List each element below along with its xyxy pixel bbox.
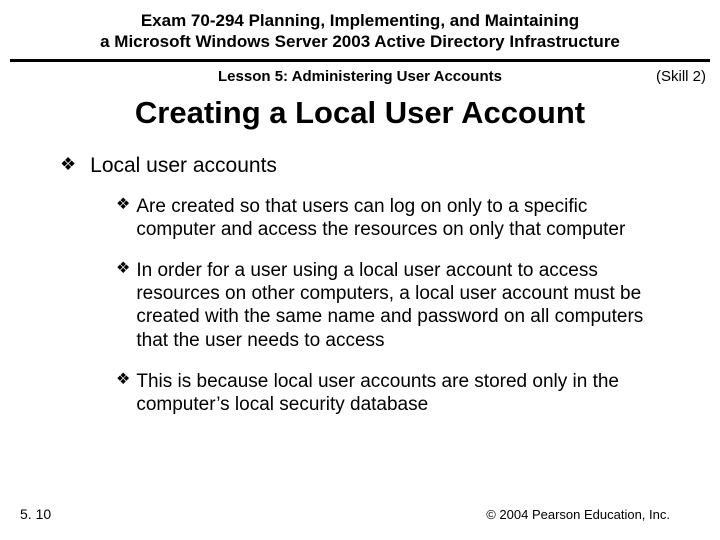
lesson-text: Lesson 5: Administering User Accounts [12,68,708,85]
page-number: 5. 10 [20,506,51,522]
bullet-level2: ❖ This is because local user accounts ar… [116,370,670,416]
bullet-level2: ❖ In order for a user using a local user… [116,259,670,352]
lesson-bar: Lesson 5: Administering User Accounts (S… [0,62,720,91]
bullet-level2: ❖ Are created so that users can log on o… [116,195,670,241]
content-area: ❖ Local user accounts ❖ Are created so t… [0,153,720,417]
diamond-icon: ❖ [116,259,130,280]
bullet-text: Are created so that users can log on onl… [136,195,670,241]
bullet-text: This is because local user accounts are … [136,370,670,416]
bullet-text: Local user accounts [90,153,277,179]
diamond-icon: ❖ [60,153,76,176]
footer: 5. 10 © 2004 Pearson Education, Inc. [0,506,720,522]
copyright-text: © 2004 Pearson Education, Inc. [486,507,700,522]
diamond-icon: ❖ [116,195,130,216]
bullet-level1: ❖ Local user accounts [60,153,670,179]
skill-label: (Skill 2) [656,68,706,85]
exam-title: Exam 70-294 Planning, Implementing, and … [30,10,690,53]
diamond-icon: ❖ [116,370,130,391]
header: Exam 70-294 Planning, Implementing, and … [0,0,720,57]
exam-title-line2: a Microsoft Windows Server 2003 Active D… [100,32,620,51]
slide-title: Creating a Local User Account [0,95,720,131]
exam-title-line1: Exam 70-294 Planning, Implementing, and … [141,11,579,30]
bullet-text: In order for a user using a local user a… [136,259,670,352]
sub-bullet-list: ❖ Are created so that users can log on o… [60,195,670,416]
